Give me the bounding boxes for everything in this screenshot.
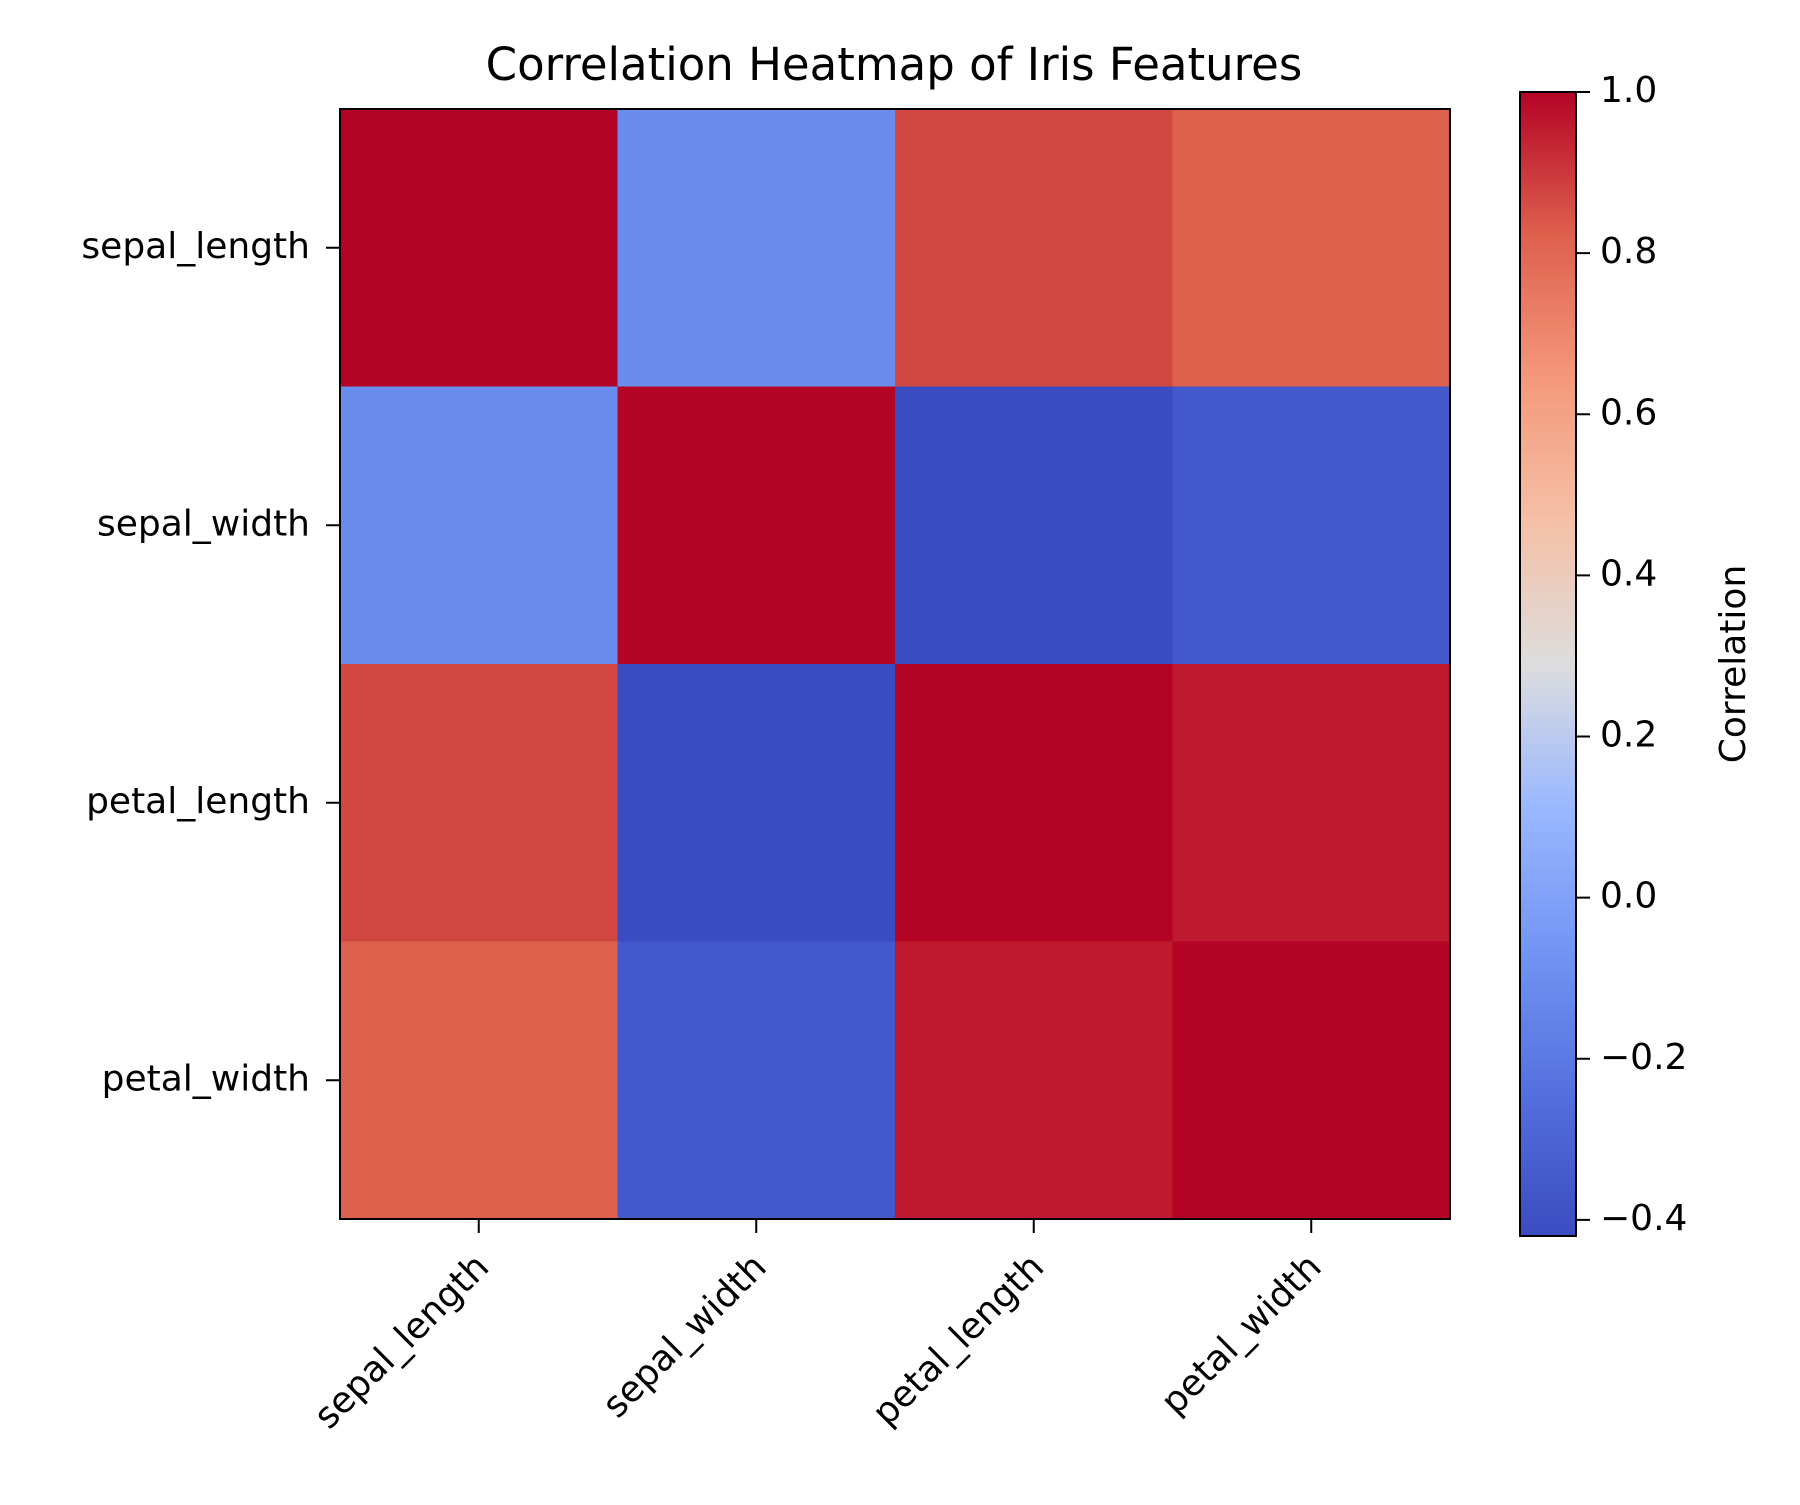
colorbar-tick-label: 0.0 — [1600, 876, 1657, 917]
y-tick-label: sepal_length — [81, 226, 310, 267]
colorbar-tick-label: 1.0 — [1600, 70, 1657, 111]
heatmap-cell — [895, 109, 1173, 387]
colorbar-tick-label: 0.6 — [1600, 392, 1657, 433]
heatmap-cell — [340, 109, 618, 387]
colorbar-gradient — [1519, 91, 1577, 1237]
y-tick-label: sepal_width — [97, 503, 310, 544]
heatmap-cell — [617, 941, 896, 1220]
colorbar-tick-label: 0.2 — [1600, 715, 1657, 756]
colorbar-tick-label: −0.4 — [1600, 1198, 1687, 1239]
x-axis: sepal_length sepal_width petal_length petal… — [306, 1219, 1330, 1437]
heatmap-cell — [895, 941, 1173, 1220]
heatmap-cell — [617, 386, 896, 665]
y-axis: sepal_length sepal_width petal_lengthpetal… — [81, 226, 340, 1099]
heatmap-cells — [340, 109, 1451, 1220]
heatmap-cell — [1172, 941, 1451, 1220]
colorbar-tick-label: 0.8 — [1600, 231, 1657, 272]
heatmap-cell — [895, 664, 1173, 942]
plot-frame — [339, 108, 1451, 1220]
y-tick-label: petal_length — [86, 781, 310, 822]
colorbar-tick-label: −0.2 — [1600, 1037, 1687, 1078]
x-tick-label: sepal_length — [306, 1246, 497, 1437]
heatmap-cell — [617, 664, 896, 942]
chart-title: Correlation Heatmap of Iris Features — [486, 38, 1303, 91]
x-tick-label: petal_width — [1153, 1246, 1329, 1422]
heatmap-cell — [1172, 664, 1451, 942]
heatmap-cell — [340, 386, 618, 665]
colorbar-label: Correlation — [1713, 565, 1754, 764]
heatmap-cell — [1172, 109, 1451, 387]
colorbar-tick-label: 0.4 — [1600, 553, 1657, 594]
y-tick-label: petal_width — [102, 1058, 310, 1099]
heatmap-cell — [617, 109, 896, 387]
x-tick-label: petal_length — [865, 1246, 1052, 1433]
x-tick-label: sepal_width — [595, 1246, 775, 1426]
heatmap-cell — [895, 386, 1173, 665]
heatmap-cell — [340, 941, 618, 1220]
colorbar: 1.0 0.8 0.6 0.4 0.2 0.0 −0.2 −0.4 Correlation — [1519, 70, 1754, 1239]
heatmap-cell — [340, 664, 618, 942]
heatmap-cell — [1172, 386, 1451, 665]
colorbar-ticks: 1.0 0.8 0.6 0.4 0.2 0.0 −0.2 −0.4 — [1576, 70, 1687, 1239]
